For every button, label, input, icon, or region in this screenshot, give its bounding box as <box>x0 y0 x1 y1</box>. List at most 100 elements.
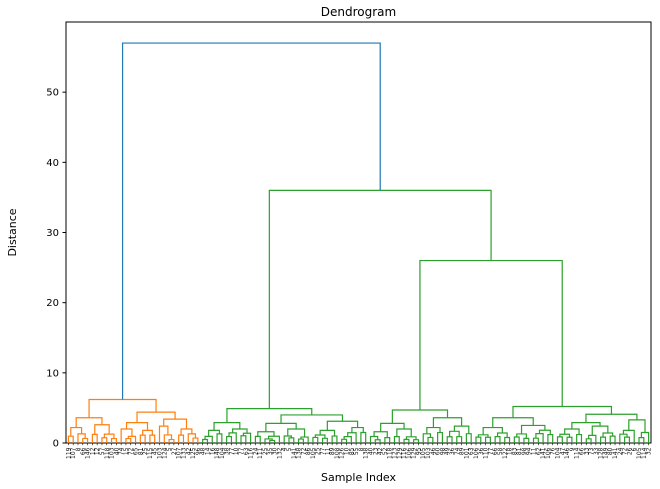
x-tick-label: 119 <box>65 447 72 459</box>
dendrogram-link <box>240 435 247 443</box>
x-tick-label: 138 <box>363 447 370 459</box>
x-tick-label: 40 <box>113 447 120 455</box>
dendrogram-link <box>453 425 470 434</box>
x-tick-label: 25 <box>262 447 269 455</box>
x-tick-label: 105 <box>636 447 643 459</box>
dendrogram-link <box>127 435 137 443</box>
x-tick-label: 86 <box>305 447 312 455</box>
x-tick-label: 128 <box>598 447 605 459</box>
y-tick-label: 50 <box>46 88 59 99</box>
x-tick-label: 77 <box>487 447 494 455</box>
x-tick-label: 108 <box>334 447 341 459</box>
dendrogram-link <box>226 408 313 423</box>
dendrogram-link <box>484 436 491 443</box>
x-tick-label: 32 <box>646 447 653 455</box>
dendrogram-link <box>588 434 597 443</box>
x-tick-label: 8 <box>358 447 365 451</box>
dendrogram-link <box>82 437 89 443</box>
x-tick-label: 35 <box>267 447 274 455</box>
x-tick-labels: 1191078661461212571181034074157265812511… <box>65 443 653 459</box>
dendrogram-link <box>504 436 511 443</box>
dendrogram-link <box>482 426 503 435</box>
x-tick-label: 47 <box>559 447 566 455</box>
dendrogram-link <box>331 435 338 443</box>
x-tick-label: 8 <box>75 447 82 451</box>
dendrogram-link <box>121 42 381 400</box>
x-tick-label: 103 <box>109 447 116 459</box>
x-tick-label: 11 <box>531 447 538 455</box>
dendrogram-link <box>513 436 520 443</box>
dendrogram-link <box>437 431 444 443</box>
dendrogram-link <box>446 436 453 443</box>
dendrogram-links <box>67 42 650 443</box>
y-axis-label: Distance <box>6 208 19 256</box>
dendrogram-link <box>67 435 74 443</box>
x-tick-label: 10 <box>344 447 351 455</box>
dendrogram-link <box>360 431 367 443</box>
x-tick-label: 18 <box>507 447 514 455</box>
dendrogram-link <box>88 398 157 418</box>
dendrogram-link <box>110 437 117 443</box>
x-tick-label: 89 <box>459 447 466 455</box>
dendrogram-link <box>300 436 309 443</box>
x-tick-label: 66 <box>578 447 585 455</box>
dendrogram-link <box>136 411 176 423</box>
x-tick-label: 33 <box>583 447 590 455</box>
dendrogram-link <box>512 405 613 418</box>
x-tick-label: 138 <box>296 447 303 459</box>
dendrogram-link <box>405 436 417 440</box>
x-tick-label: 36 <box>478 447 485 455</box>
x-tick-label: 148 <box>214 447 221 459</box>
x-tick-label: 25 <box>142 447 149 455</box>
x-tick-label: 77 <box>238 447 245 455</box>
x-tick-label: 12 <box>94 447 101 455</box>
x-tick-label: 36 <box>449 447 456 455</box>
dendrogram-link <box>163 418 188 429</box>
x-tick-label: 111 <box>257 447 264 459</box>
dendrogram-link <box>75 417 103 428</box>
x-tick-label: 55 <box>353 447 360 455</box>
chart-title: Dendrogram <box>321 5 396 19</box>
x-tick-label: 96 <box>195 447 202 455</box>
x-tick-label: 115 <box>147 447 154 459</box>
x-tick-label: 98 <box>439 447 446 455</box>
x-tick-label: 14 <box>204 447 211 455</box>
dendrogram-link <box>149 434 156 443</box>
x-tick-label: 123 <box>391 447 398 459</box>
dendrogram-link <box>396 428 412 437</box>
dendrogram-link <box>192 437 199 443</box>
dendrogram-link <box>326 420 359 431</box>
dendrogram-link <box>422 433 432 443</box>
x-tick-label: 16 <box>209 447 216 455</box>
x-tick-label: 146 <box>85 447 92 459</box>
dendrogram-link <box>465 433 472 443</box>
dendrogram-link <box>283 435 292 443</box>
dendrogram-link <box>566 436 573 443</box>
x-tick-label: 149 <box>602 447 609 459</box>
dendrogram-link <box>492 417 534 428</box>
dendrogram-link <box>202 438 209 443</box>
x-tick-label: 83 <box>511 447 518 455</box>
x-tick-label: 85 <box>348 447 355 455</box>
x-tick-label: 110 <box>483 447 490 459</box>
x-tick-label: 23 <box>372 447 379 455</box>
dendrogram-link <box>427 436 434 443</box>
dendrogram-link <box>125 437 132 443</box>
y-tick-label: 0 <box>53 439 59 450</box>
dendrogram-link <box>180 428 193 436</box>
x-tick-label: 60 <box>435 447 442 455</box>
x-tick-label: 66 <box>492 447 499 455</box>
x-tick-label: 77 <box>228 447 235 455</box>
x-tick-label: 58 <box>497 447 504 455</box>
x-tick-label: 24 <box>252 447 259 455</box>
dendrogram-link <box>609 435 616 443</box>
x-tick-label: 104 <box>219 447 226 459</box>
x-tick-label: 77 <box>320 447 327 455</box>
x-tick-label: 57 <box>99 447 106 455</box>
x-tick-label: 76 <box>550 447 557 455</box>
x-tick-label: 116 <box>401 447 408 459</box>
x-tick-label: 141 <box>540 447 547 459</box>
x-tick-label: 63 <box>468 447 475 455</box>
dendrogram-link <box>456 436 463 443</box>
x-tick-label: 125 <box>190 447 197 459</box>
